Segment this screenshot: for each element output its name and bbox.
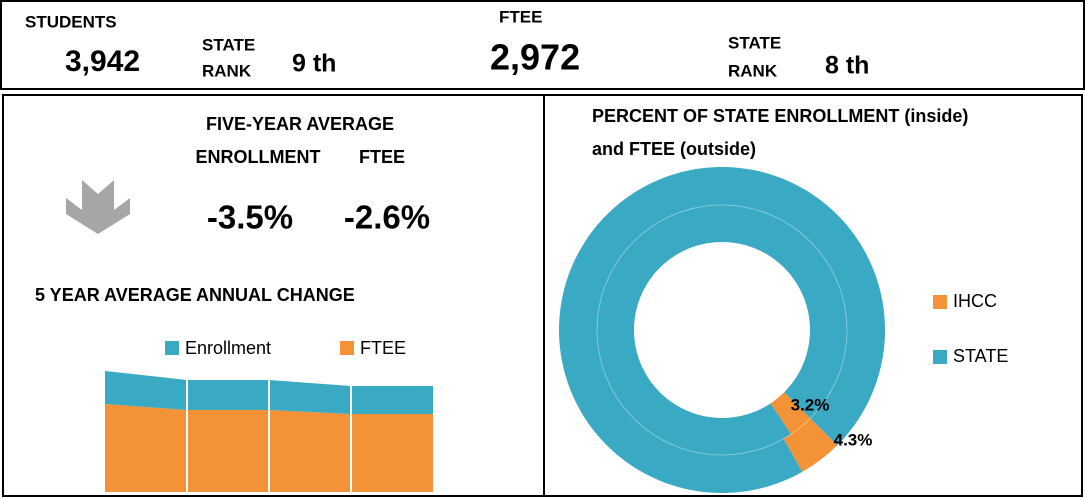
legend-swatch [933,295,947,309]
legend-label: STATE [953,346,1008,366]
rank-label: RANK [728,61,778,80]
enrollment-change: -3.5% [207,199,293,236]
donut-title: PERCENT OF STATE ENROLLMENT (inside) [592,106,968,126]
ftee-rank: 8 th [825,52,869,80]
down-arrow-icon [66,180,130,234]
students-value: 3,942 [65,45,140,78]
ftee-label: FTEE [499,7,542,26]
students-rank: 9 th [292,50,336,78]
rank-label: STATE [728,33,781,52]
data-label: 3.2% [791,395,830,414]
students-label: STUDENTS [25,12,117,31]
donut-subtitle: and FTEE (outside) [592,139,756,159]
rank-label: RANK [202,61,252,80]
legend-swatch [933,350,947,364]
area-chart-title: 5 YEAR AVERAGE ANNUAL CHANGE [35,285,355,305]
legend-swatch [165,341,179,355]
legend-swatch [340,341,354,355]
ring-separator [596,204,848,456]
ftee-change: -2.6% [344,199,430,236]
legend-label: Enrollment [185,338,271,358]
ftee-value: 2,972 [490,37,580,78]
legend-label: IHCC [953,291,997,311]
rank-label: STATE [202,35,255,54]
donut-slice [597,204,847,455]
five-year-title: FIVE-YEAR AVERAGE [206,114,394,134]
donut-slice [770,392,811,435]
panel-box [2,94,1083,497]
data-label: 4.3% [834,430,873,449]
enrollment-label: ENROLLMENT [196,147,321,167]
ftee-label: FTEE [359,147,405,167]
header-box [0,0,1085,90]
legend-label: FTEE [360,338,406,358]
donut-slice [783,418,838,472]
